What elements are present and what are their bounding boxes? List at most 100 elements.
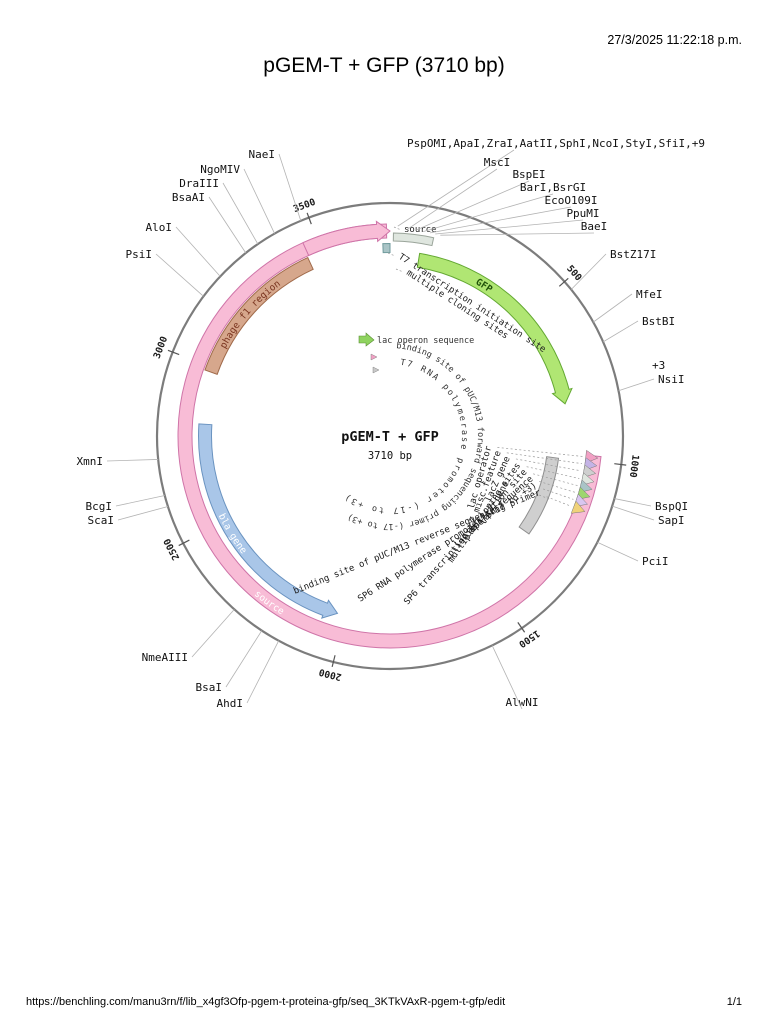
enzyme-label: MscI: [484, 156, 511, 169]
position-tick-label: 1500: [516, 627, 541, 649]
feature-bla-gene: [198, 423, 339, 619]
enzyme-leader-line: [222, 182, 259, 245]
lac-operon-arrow-icon: [358, 332, 375, 347]
top-label: multiple cloning sites: [404, 268, 509, 341]
enzyme-labels-layer: PspOMI,ApaI,ZraI,AatII,SphI,NcoI,StyI,Sf…: [77, 137, 706, 710]
enzyme-label: NsiI: [658, 373, 685, 386]
enzyme-label: DraIII: [179, 177, 219, 190]
feature-source: [302, 220, 391, 257]
position-tick-label: 3000: [152, 335, 171, 361]
enzyme-label: SapI: [658, 514, 685, 527]
enzyme-label: NaeI: [249, 148, 276, 161]
plasmid-size: 3710 bp: [368, 450, 412, 462]
feature-phage-f1-region: [204, 256, 314, 375]
position-tick: [558, 277, 569, 287]
enzyme-leader-line: [406, 168, 498, 231]
top-leader-line: [387, 252, 396, 257]
enzyme-label: MfeI: [636, 288, 663, 301]
position-tick: [167, 349, 180, 356]
enzyme-label: AlwNI: [505, 696, 538, 709]
fan-leader-line: [546, 496, 571, 507]
fan-leader-line: [533, 473, 578, 486]
fan-leader-line: [497, 447, 583, 457]
enzyme-leader-line: [117, 506, 169, 521]
enzyme-leader-line: [155, 253, 204, 297]
enzyme-leader-line: [397, 149, 515, 227]
enzyme-leader-line: [423, 193, 554, 233]
enzyme-label: BstBI: [642, 315, 675, 328]
enzyme-label: BsaI: [196, 681, 223, 694]
enzyme-label: BarI,BsrGI: [520, 181, 586, 194]
enzyme-leader-line: [593, 293, 633, 323]
enzyme-label: PciI: [642, 555, 669, 568]
enzyme-leader-line: [106, 459, 159, 462]
enzyme-label: BspQI: [655, 500, 688, 513]
curved-label-icon: [370, 353, 378, 361]
feature-multiple-cloning-sites: [392, 232, 435, 247]
fan-leader-line: [539, 481, 576, 493]
fan-leader-line: [526, 466, 580, 479]
enzyme-leader-line: [175, 226, 221, 277]
fan-leader-line: [514, 484, 551, 500]
enzyme-leader-line: [618, 378, 655, 392]
enzyme-leader-line: [597, 541, 639, 562]
page-title: pGEM-T + GFP (3710 bp): [263, 54, 505, 77]
enzyme-leader-line: [415, 180, 530, 231]
enzyme-leader-line: [246, 640, 280, 704]
center-item-label: lac operon sequence: [377, 336, 474, 346]
enzyme-label: PspOMI,ApaI,ZraI,AatII,SphI,NcoI,StyI,Sf…: [407, 137, 705, 150]
print-timestamp: 27/3/2025 11:22:18 p.m.: [607, 33, 742, 47]
footer-url: https://benchling.com/manu3rn/f/lib_x4gf…: [26, 996, 506, 1008]
enzyme-leader-line: [440, 232, 595, 236]
fan-tick-icon: [570, 500, 586, 514]
position-tick: [178, 539, 190, 547]
feature-gfp: [416, 252, 573, 405]
position-tick-label: 1000: [627, 454, 641, 478]
enzyme-label: PsiI: [126, 248, 153, 261]
page-indicator: 1/1: [726, 996, 742, 1008]
position-tick: [517, 622, 526, 633]
enzyme-label: BsaAI: [172, 191, 205, 204]
enzyme-leader-line: [191, 609, 235, 658]
enzyme-label: BaeI: [581, 220, 608, 233]
position-tick: [331, 655, 336, 668]
enzyme-leader-line: [243, 168, 275, 234]
top-leader-line: [395, 268, 404, 273]
enzyme-leader-line: [115, 495, 165, 507]
enzyme-label: ScaI: [88, 514, 115, 527]
position-tick-label: 500: [564, 263, 584, 283]
position-tick-label: 2000: [318, 666, 343, 682]
enzyme-label: XmnI: [77, 455, 104, 468]
enzyme-label: BspEI: [512, 168, 545, 181]
enzyme-leader-line: [614, 498, 652, 507]
enzyme-leader-line: [278, 153, 302, 221]
enzyme-leader-line: [429, 206, 572, 234]
feature-t7-transcription-initiation-site: [382, 242, 391, 254]
position-tick: [306, 212, 312, 225]
feature-source: [177, 223, 602, 649]
curved-label-icon: [372, 366, 380, 374]
enzyme-leader-line: [491, 645, 523, 710]
enzyme-leader-line: [225, 630, 263, 688]
position-tick-label: 2500: [162, 536, 182, 562]
top-label: source: [404, 225, 437, 235]
feature-lacz-gene: [518, 456, 560, 535]
top-leader-line: [393, 226, 402, 231]
enzyme-leader-line: [435, 219, 584, 235]
plasmid-name: pGEM-T + GFP: [341, 429, 439, 445]
plasmid-backbone-circle: [155, 201, 625, 671]
enzyme-label: +3: [652, 359, 665, 372]
fan-leader-line: [542, 488, 574, 500]
enzyme-label: BcgI: [86, 500, 113, 513]
enzyme-label: EcoO109I: [545, 194, 598, 207]
fan-leader-line: [506, 452, 583, 465]
position-tick: [614, 463, 627, 466]
enzyme-label: BstZ17I: [610, 248, 656, 261]
enzyme-leader-line: [208, 196, 247, 254]
enzyme-label: NgoMIV: [200, 163, 240, 176]
enzyme-label: AhdI: [217, 697, 244, 710]
enzyme-leader-line: [570, 253, 607, 290]
enzyme-label: PpuMI: [566, 207, 599, 220]
enzyme-label: NmeAIII: [142, 651, 188, 664]
